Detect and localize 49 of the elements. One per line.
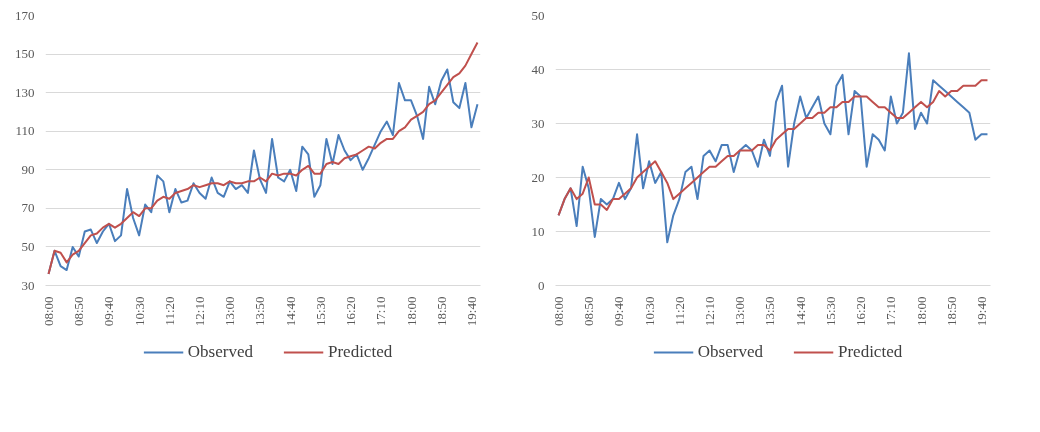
y-tick-label: 110 — [15, 123, 35, 139]
y-tick-label: 0 — [538, 277, 545, 293]
y-tick-label: 10 — [531, 223, 545, 239]
y-tick-label: 150 — [15, 46, 35, 62]
x-tick-label: 13:50 — [762, 296, 778, 327]
x-tick-label: 09:40 — [611, 296, 627, 327]
x-tick-label: 11:20 — [671, 296, 687, 326]
x-tick-label: 09:40 — [101, 296, 117, 327]
x-tick-label: 10:30 — [641, 296, 657, 327]
y-tick-label: 130 — [15, 84, 35, 100]
x-tick-label: 18:00 — [403, 296, 419, 327]
y-tick-label: 50 — [21, 238, 35, 254]
x-tick-label: 14:40 — [792, 296, 808, 327]
x-tick-label: 16:20 — [853, 296, 869, 327]
x-tick-label: 11:20 — [161, 296, 177, 326]
x-tick-label: 19:40 — [463, 296, 479, 327]
x-tick-label: 18:50 — [943, 296, 959, 327]
y-tick-label: 30 — [21, 277, 35, 293]
x-tick-label: 15:30 — [312, 296, 328, 327]
x-tick-label: 08:00 — [41, 296, 57, 327]
x-tick-label: 18:00 — [913, 296, 929, 327]
x-tick-label: 16:20 — [343, 296, 359, 327]
x-tick-label: 19:40 — [973, 296, 989, 327]
y-tick-label: 30 — [531, 115, 545, 131]
y-tick-label: 90 — [21, 161, 35, 177]
x-tick-label: 17:10 — [373, 296, 389, 327]
y-tick-label: 170 — [15, 7, 35, 23]
x-tick-label: 08:00 — [551, 296, 567, 327]
legend-label: Observed — [187, 341, 253, 362]
y-tick-label: 40 — [531, 61, 545, 77]
y-tick-label: 70 — [21, 200, 35, 216]
x-tick-label: 13:00 — [732, 296, 748, 327]
x-tick-label: 08:50 — [581, 296, 597, 327]
x-tick-label: 12:10 — [192, 296, 208, 327]
y-tick-label: 50 — [531, 7, 545, 23]
x-tick-label: 08:50 — [71, 296, 87, 327]
legend-label: Predicted — [327, 341, 393, 362]
x-tick-label: 14:40 — [282, 296, 298, 327]
x-tick-label: 17:10 — [883, 296, 899, 327]
y-tick-label: 20 — [531, 169, 545, 185]
x-tick-label: 13:00 — [222, 296, 238, 327]
x-tick-label: 13:50 — [252, 296, 268, 327]
x-tick-label: 12:10 — [702, 296, 718, 327]
x-tick-label: 15:30 — [822, 296, 838, 327]
x-tick-label: 10:30 — [131, 296, 147, 327]
legend-label: Observed — [697, 341, 763, 362]
legend-label: Predicted — [837, 341, 903, 362]
x-tick-label: 18:50 — [433, 296, 449, 327]
line-series — [557, 79, 989, 217]
